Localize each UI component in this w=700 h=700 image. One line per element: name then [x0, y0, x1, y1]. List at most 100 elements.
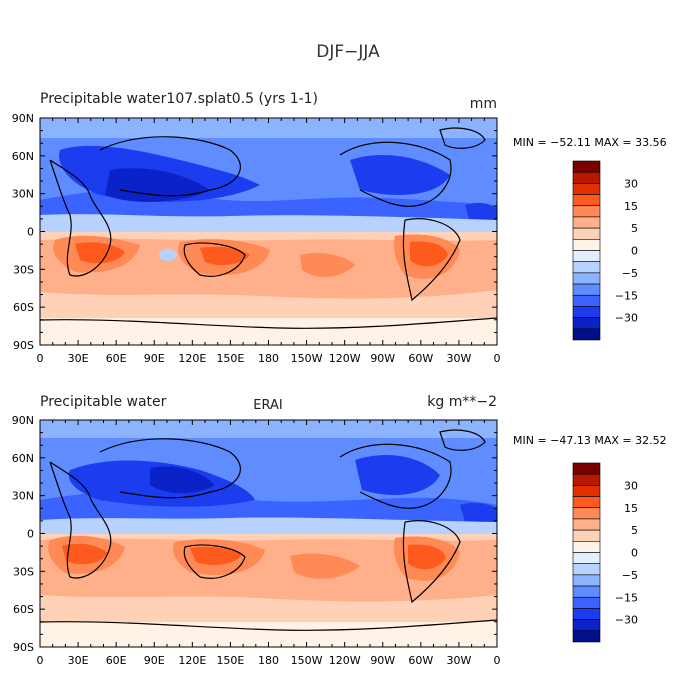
y-tick-label: 90S: [13, 339, 34, 352]
x-tick-label: 60E: [106, 654, 127, 667]
colorbar-swatch: [572, 585, 601, 598]
panel-1-title-left: Precipitable water107.splat0.5 (yrs 1-1): [40, 91, 318, 107]
x-tick-label: 0: [37, 654, 44, 667]
colorbar-swatch: [572, 306, 601, 318]
y-tick-label: 30S: [13, 263, 34, 276]
x-tick-label: 120E: [178, 654, 206, 667]
x-tick-label: 60W: [408, 352, 433, 365]
pacific-warm: [290, 553, 360, 579]
n-america-coast: [339, 141, 452, 207]
colorbar-label: −30: [615, 614, 638, 627]
y-tick-label: 90S: [13, 641, 34, 654]
colorbar-label: 5: [631, 524, 638, 537]
n-america-coast: [339, 443, 452, 509]
panel-2-units: kg m**−2: [427, 394, 497, 410]
colorbar-swatch: [572, 563, 601, 576]
y-tick-label: 60S: [13, 301, 34, 314]
x-tick-label: 150E: [216, 654, 244, 667]
colorbar-swatch: [572, 328, 601, 341]
colorbar-swatch: [572, 541, 601, 553]
s-america-coast: [402, 520, 461, 604]
colorbar-swatch: [572, 596, 601, 609]
australia-core: [190, 546, 242, 566]
colorbar-swatch: [572, 619, 601, 632]
colorbar-swatch: [572, 272, 601, 285]
africa-coast: [49, 461, 112, 579]
colorbar-swatch: [572, 608, 601, 620]
panel-2-map: [40, 420, 497, 647]
colorbar-swatch: [572, 239, 601, 251]
x-tick-label: 120E: [178, 352, 206, 365]
y-tick-label: 30N: [12, 188, 34, 201]
colorbar-swatch: [572, 250, 601, 262]
antarctica-coast: [40, 619, 497, 631]
africa-core: [62, 543, 108, 565]
x-tick-label: 90W: [370, 654, 395, 667]
southern-mid-band: [40, 538, 497, 602]
colorbar-label: 30: [624, 177, 638, 190]
ocean-dip: [159, 249, 177, 261]
colorbar-swatch: [572, 160, 601, 173]
panel-1-min-max: MIN = −52.11 MAX = 33.56: [513, 136, 667, 149]
asia-core-2: [105, 168, 210, 202]
x-tick-label: 180: [258, 352, 279, 365]
panel-2-ticks: 0 30E 60E 90E 120E 150E 180 150W 120W 90W 60W 30W 09…: [12, 414, 501, 667]
colorbar-swatch: [572, 216, 601, 229]
colorbar-swatch: [572, 283, 601, 296]
x-tick-label: 60E: [106, 352, 127, 365]
america-core: [350, 155, 450, 195]
asia-coast: [99, 136, 241, 197]
panel-1-colorbar: 30 15 5 0 −5 −15 −30: [572, 160, 638, 341]
x-tick-label: 120W: [329, 352, 361, 365]
atlantic-core: [460, 502, 497, 525]
colorbar-swatch: [572, 485, 601, 497]
colorbar-swatch: [572, 552, 601, 564]
x-tick-label: 150W: [291, 654, 323, 667]
main-title: DJF−JJA: [316, 42, 380, 62]
equator-band: [40, 517, 497, 534]
panel-1-map: [40, 118, 497, 345]
x-tick-label: 0: [494, 654, 501, 667]
y-tick-label: 30N: [12, 490, 34, 503]
x-tick-label: 150E: [216, 352, 244, 365]
x-tick-label: 180: [258, 654, 279, 667]
y-tick-label: 90N: [12, 414, 34, 427]
colorbar-swatch: [572, 507, 601, 520]
x-tick-label: 0: [494, 352, 501, 365]
panel-2-colorbar: 30 15 5 0 −5 −15 −30: [572, 462, 638, 643]
colorbar-swatch: [572, 294, 601, 307]
colorbar-swatch: [572, 194, 601, 207]
asia-core-2: [150, 466, 215, 494]
panel-1-units: mm: [470, 96, 497, 112]
x-tick-label: 60W: [408, 654, 433, 667]
equator-band: [40, 214, 497, 232]
colorbar-swatch: [572, 317, 601, 330]
australia-core: [200, 246, 250, 266]
australia-coast: [183, 544, 246, 579]
colorbar-label: 0: [631, 547, 638, 560]
colorbar-label: −30: [615, 312, 638, 325]
pacific-warm: [300, 253, 355, 277]
colorbar-label: 15: [624, 200, 638, 213]
y-tick-label: 0: [27, 528, 34, 541]
x-tick-label: 120W: [329, 654, 361, 667]
colorbar-swatch: [572, 205, 601, 218]
colorbar-swatch: [572, 183, 601, 195]
panel-2-title-left: Precipitable water: [40, 394, 167, 410]
colorbar-label: −15: [615, 591, 638, 604]
greenland-coast: [439, 429, 486, 451]
x-tick-label: 150W: [291, 352, 323, 365]
panel-2: Precipitable water ERAI kg m**−2 MIN = −…: [12, 394, 667, 667]
colorbar-label: −15: [615, 289, 638, 302]
colorbar-label: −5: [622, 267, 638, 280]
s-america-core: [410, 241, 448, 267]
x-tick-label: 30W: [446, 352, 471, 365]
colorbar-swatch: [572, 496, 601, 509]
colorbar-swatch: [572, 518, 601, 531]
colorbar-swatch: [572, 227, 601, 240]
asia-coast: [99, 438, 241, 499]
y-tick-label: 30S: [13, 565, 34, 578]
x-tick-label: 90W: [370, 352, 395, 365]
colorbar-label: 0: [631, 245, 638, 258]
colorbar-label: 15: [624, 502, 638, 515]
